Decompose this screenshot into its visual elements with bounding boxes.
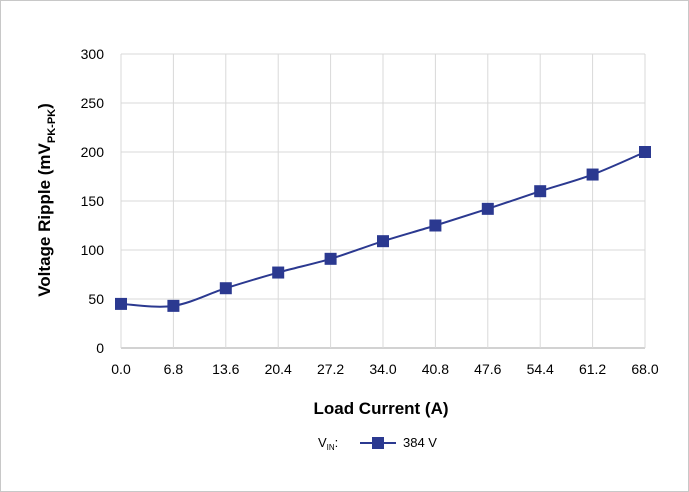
x-tick-label: 27.2: [317, 361, 344, 377]
data-point-marker: [481, 202, 494, 215]
y-tick-label: 50: [88, 291, 104, 307]
y-tick-labels: 0 50 100 150 200 250 300: [81, 46, 105, 356]
legend-prefix-subscript: IN: [327, 443, 335, 452]
y-tick-label: 200: [81, 144, 105, 160]
data-point-marker: [324, 252, 337, 265]
data-point-marker: [586, 168, 599, 181]
y-axis-title-close: ): [35, 103, 54, 109]
x-tick-label: 0.0: [111, 361, 131, 377]
x-tick-label: 47.6: [474, 361, 501, 377]
y-axis-title-main: Voltage Ripple (mV: [35, 142, 54, 296]
legend-series-label: 384 V: [403, 435, 437, 450]
y-tick-label: 250: [81, 95, 105, 111]
x-tick-label: 34.0: [369, 361, 396, 377]
legend-marker-swatch: [372, 437, 384, 449]
y-tick-label: 0: [96, 340, 104, 356]
data-point-marker: [429, 219, 442, 232]
x-tick-label: 6.8: [164, 361, 184, 377]
x-tick-label: 61.2: [579, 361, 606, 377]
legend-prefix-main: V: [318, 435, 327, 450]
data-point-marker: [377, 235, 389, 248]
grid-lines: [120, 53, 646, 349]
y-tick-label: 100: [81, 242, 105, 258]
data-point-marker: [639, 146, 651, 158]
legend-prefix-colon: :: [335, 435, 339, 450]
x-axis-title: Load Current (A): [313, 399, 448, 418]
x-tick-labels: 0.0 6.8 13.6 20.4 27.2 34.0 40.8 47.6 54.4 61.2 68…: [111, 361, 659, 377]
data-point-marker: [272, 266, 285, 279]
legend-prefix: VIN:: [318, 435, 338, 452]
x-tick-label: 40.8: [422, 361, 449, 377]
x-tick-label: 54.4: [527, 361, 554, 377]
y-tick-label: 150: [81, 193, 105, 209]
x-tick-label: 68.0: [631, 361, 658, 377]
data-point-marker: [534, 185, 547, 198]
y-axis-title: Voltage Ripple (mVPK-PK): [35, 103, 58, 297]
data-point-marker: [167, 299, 180, 312]
x-tick-label: 13.6: [212, 361, 239, 377]
data-point-marker: [219, 282, 232, 295]
y-tick-label: 300: [81, 46, 105, 62]
data-point-marker: [115, 297, 127, 310]
series-markers: [115, 146, 651, 312]
legend: VIN: 384 V: [318, 435, 437, 452]
x-tick-label: 20.4: [265, 361, 292, 377]
y-axis-title-subscript: PK-PK: [46, 109, 58, 143]
